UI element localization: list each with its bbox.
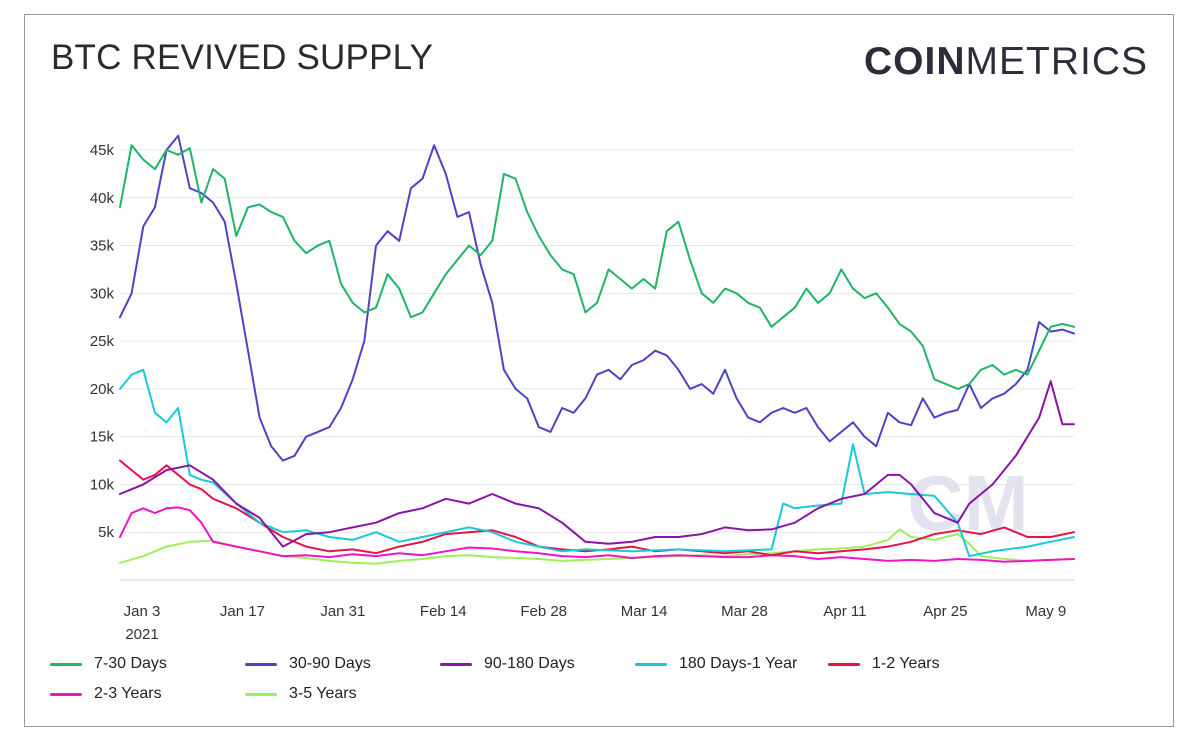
y-tick-label: 45k (90, 142, 115, 159)
legend-label: 1-2 Years (872, 655, 940, 672)
x-tick-label: Jan 3 (124, 603, 161, 620)
legend-item[interactable]: 3-5 Years (245, 685, 357, 703)
legend-swatch (440, 662, 472, 666)
legend-item[interactable]: 7-30 Days (50, 655, 167, 673)
legend-label: 7-30 Days (94, 655, 167, 672)
legend-swatch (50, 662, 82, 666)
y-tick-label: 30k (90, 285, 115, 302)
y-tick-label: 25k (90, 333, 115, 350)
x-tick-label: Feb 14 (420, 603, 467, 620)
legend-label: 2-3 Years (94, 685, 162, 702)
y-tick-label: 20k (90, 381, 115, 398)
legend-label: 90-180 Days (484, 655, 575, 672)
brand-logo-light: METRICS (965, 40, 1148, 83)
brand-logo: COINMETRICS (864, 40, 1148, 84)
series-line-90-180-days (119, 380, 1075, 548)
x-tick-label: Mar 28 (721, 603, 768, 620)
y-tick-label: 5k (98, 524, 114, 541)
legend-swatch (245, 662, 277, 666)
legend-label: 3-5 Years (289, 685, 357, 702)
y-tick-label: 10k (90, 476, 115, 493)
y-tick-label: 40k (90, 190, 115, 207)
legend-item[interactable]: 1-2 Years (828, 655, 940, 673)
brand-logo-bold: COIN (864, 40, 966, 83)
chart-frame (24, 14, 1174, 727)
x-tick-label: May 9 (1025, 603, 1066, 620)
y-tick-label: 15k (90, 429, 115, 446)
series-line-7-30-days (119, 144, 1075, 390)
legend-swatch (245, 692, 277, 696)
x-tick-label: Jan 31 (320, 603, 365, 620)
series-line-180-days-1-year (119, 368, 1075, 558)
legend-item[interactable]: 2-3 Years (50, 685, 162, 703)
y-tick-label: 35k (90, 238, 115, 255)
legend-item[interactable]: 90-180 Days (440, 655, 575, 673)
legend-swatch (50, 692, 82, 696)
series-line-2-3-years (119, 506, 1075, 563)
legend-label: 30-90 Days (289, 655, 371, 672)
x-tick-label: Jan 17 (220, 603, 265, 620)
x-tick-label: Feb 28 (520, 603, 567, 620)
legend-label: 180 Days-1 Year (679, 655, 798, 672)
series-line-30-90-days (119, 134, 1075, 462)
x-tick-label: Mar 14 (621, 603, 668, 620)
x-tick-label: Apr 25 (923, 603, 967, 620)
legend-swatch (635, 662, 667, 666)
legend-item[interactable]: 30-90 Days (245, 655, 371, 673)
legend-item[interactable]: 180 Days-1 Year (635, 655, 797, 673)
x-tick-sublabel: 2021 (125, 626, 158, 643)
legend-swatch (828, 662, 860, 666)
x-tick-label: Apr 11 (823, 603, 866, 620)
page-title: BTC REVIVED SUPPLY (51, 38, 434, 77)
